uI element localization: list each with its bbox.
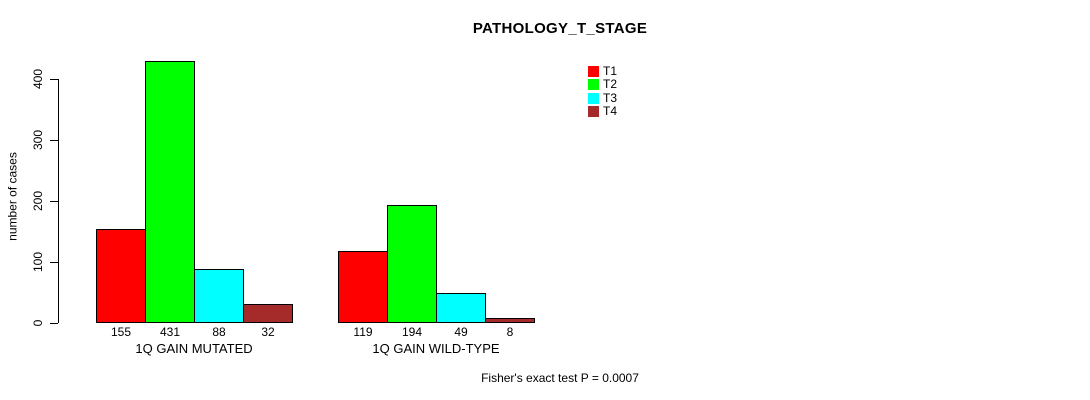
bar-t2-group2 — [387, 205, 437, 323]
bar-value-label: 194 — [401, 325, 423, 339]
bar-t3-group2 — [436, 293, 486, 323]
bar-value-label: 49 — [454, 325, 468, 339]
legend-swatch-t4 — [588, 106, 599, 117]
legend-row-t2: T2 — [588, 77, 618, 91]
bar-value-label: 8 — [506, 325, 514, 339]
legend-label: T3 — [603, 91, 618, 105]
y-tick — [50, 79, 58, 80]
y-axis-label: number of cases — [5, 152, 20, 241]
legend-row-t4: T4 — [588, 104, 618, 118]
legend-swatch-t2 — [588, 79, 599, 90]
y-tick-label: 100 — [31, 251, 45, 273]
y-axis-line — [58, 79, 59, 323]
legend-row-t1: T1 — [588, 64, 618, 78]
bar-value-label: 431 — [159, 325, 181, 339]
legend-row-t3: T3 — [588, 91, 618, 105]
y-tick — [50, 323, 58, 324]
category-label-group1: 1Q GAIN MUTATED — [135, 341, 253, 356]
y-tick-label: 0 — [31, 319, 45, 327]
bar-t3-group1 — [194, 269, 244, 323]
bar-value-label: 32 — [261, 325, 275, 339]
category-label-group2: 1Q GAIN WILD-TYPE — [372, 341, 500, 356]
y-tick-label: 200 — [31, 190, 45, 212]
bar-value-label: 88 — [212, 325, 226, 339]
stat-annotation: Fisher's exact test P = 0.0007 — [481, 371, 639, 385]
legend-label: T4 — [603, 104, 618, 118]
bar-t1-group1 — [96, 229, 146, 323]
bar-t4-group1 — [243, 304, 293, 323]
y-tick — [50, 262, 58, 263]
bar-t4-group2 — [485, 318, 535, 323]
bar-t1-group2 — [338, 251, 388, 323]
bar-t2-group1 — [145, 61, 195, 323]
y-tick-label: 300 — [31, 129, 45, 151]
legend-label: T1 — [603, 64, 618, 78]
legend-swatch-t1 — [588, 66, 599, 77]
bar-value-label: 155 — [110, 325, 132, 339]
legend-label: T2 — [603, 77, 618, 91]
y-tick — [50, 140, 58, 141]
y-tick-label: 400 — [31, 68, 45, 90]
y-tick — [50, 201, 58, 202]
chart-title: PATHOLOGY_T_STAGE — [472, 20, 648, 37]
legend-swatch-t3 — [588, 93, 599, 104]
bar-value-label: 119 — [353, 325, 373, 339]
